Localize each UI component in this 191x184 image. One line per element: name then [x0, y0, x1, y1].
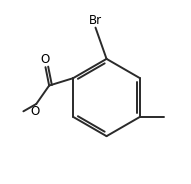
Text: Br: Br [89, 14, 102, 27]
Text: O: O [31, 105, 40, 118]
Text: O: O [40, 53, 49, 66]
